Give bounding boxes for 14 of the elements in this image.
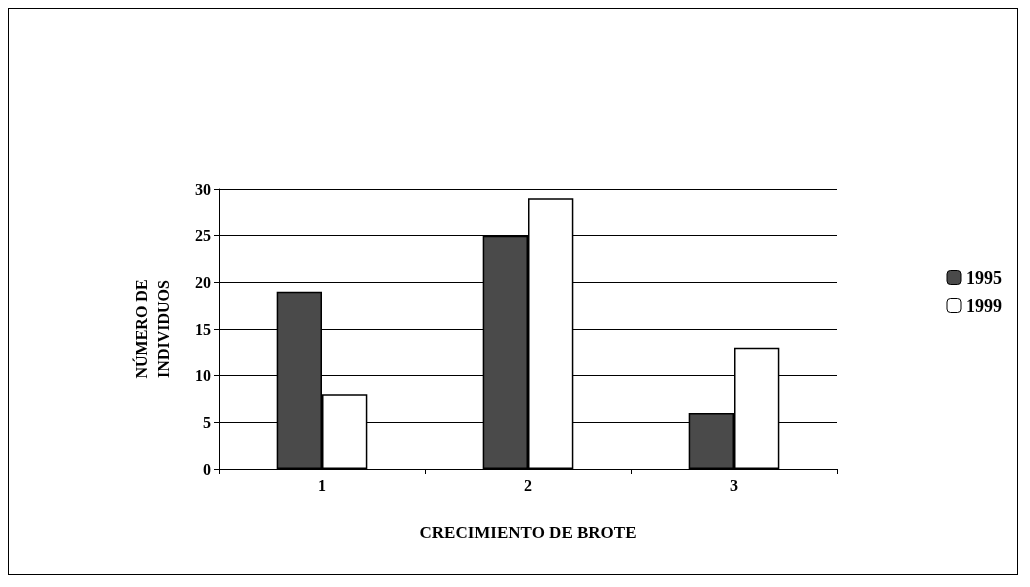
y-tick-label: 30 xyxy=(195,180,211,198)
y-axis-title: NÚMERO DE INDIVIDUOS xyxy=(131,279,172,379)
x-tick-label: 2 xyxy=(524,476,532,494)
x-tick-label: 1 xyxy=(318,476,326,494)
legend-label: 1999 xyxy=(966,295,1002,316)
y-tick-label: 5 xyxy=(203,413,211,431)
y-tick-label: 25 xyxy=(195,227,211,245)
legend-label: 1995 xyxy=(966,267,1002,288)
y-tick-label: 15 xyxy=(195,320,211,338)
y-tick-label: 20 xyxy=(195,273,211,291)
y-tick-label: 0 xyxy=(203,460,211,478)
x-tick-label: 3 xyxy=(730,476,738,494)
x-axis-title: CRECIMIENTO DE BROTE xyxy=(419,523,637,542)
y-tick-label: 10 xyxy=(195,367,211,385)
